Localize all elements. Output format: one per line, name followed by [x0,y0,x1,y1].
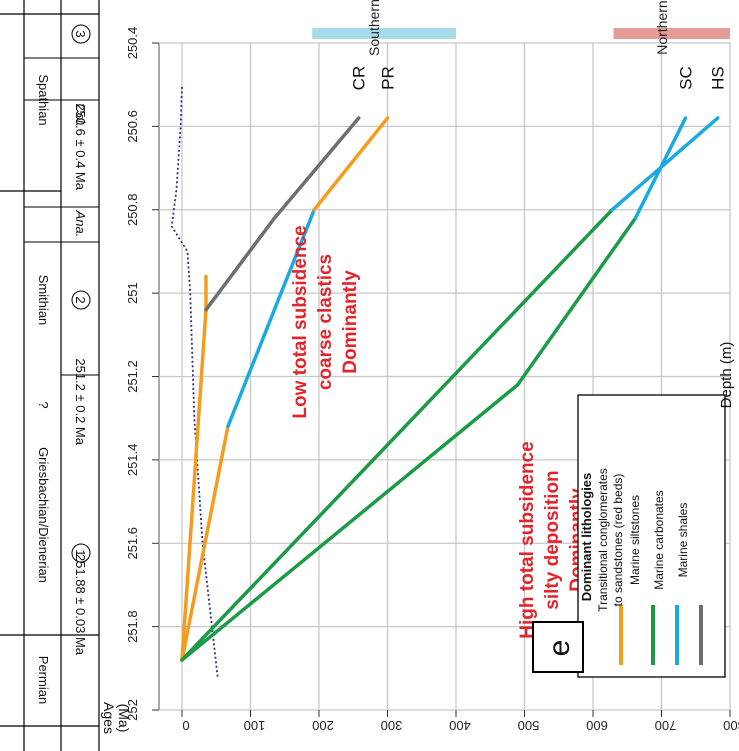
annotation-1-line-2: High total subsidence [517,441,538,638]
y-axis-label: Depth (m) [718,342,735,409]
series-hs-end-label: HS [709,66,728,90]
stage-spathian: Spathian [36,74,51,125]
series-cr-end-label: CR [350,66,369,91]
marker-2-label: 2 [73,296,88,303]
series-sc-segment-0 [180,383,520,662]
series-sc-end-label: SC [676,66,695,90]
basin-bar-1 [613,28,730,39]
legend-label-3: Marine shales [676,503,690,578]
y-tick-label-6: 600 [586,718,608,733]
series-sc-segment-1 [515,216,638,387]
stage-uncertain-mark: ? [36,401,51,408]
y-tick-label-4: 400 [449,718,471,733]
x-axis-label-line-2: (Ma) [116,704,132,733]
x-tick-label-5: 251 [125,282,140,304]
x-axis-label-line-1: Ages [101,702,117,734]
y-tick-label-5: 500 [518,718,540,733]
series-pr-segment-0 [180,424,230,662]
x-tick-label-1: 251.8 [125,610,140,643]
plot-area: 252 251.8 251.6 251.4 251.2 251 250.8 250.6 250.… [125,0,739,733]
dotted-reference-curve [170,84,219,677]
stage-smithian: Smithian [36,275,51,326]
panel-label: e [543,640,576,657]
x-tick-label-7: 250.6 [125,110,140,143]
y-tick-label-2: 200 [312,718,334,733]
y-tick-label-3: 300 [381,718,403,733]
stratigraphy-column: Permian Griesbachian/Dienerian ? Smithia… [0,0,100,751]
y-tick-label-7: 700 [655,718,677,733]
basin-bar-label-1: Northern SFB [654,0,670,55]
series-cr-segment-0 [180,308,208,662]
legend-label-2: Marine carbonates [652,490,666,589]
stage-griesbachian-dienerian: Griesbachian/Dienerian [36,447,51,583]
substage-columbites: Col. [73,103,88,126]
age-250-6: 250.6 ± 0.4 Ma [73,103,88,190]
x-tick-label-0: 252 [125,699,140,721]
substage-anasibirites: Ana. [73,210,88,238]
age-251-88: 251.88 ± 0.03 Ma [73,554,88,656]
x-tick-label-6: 250.8 [125,193,140,226]
panel-label-box [532,621,584,673]
y-tick-label-8: 800 [723,718,739,733]
basin-bar-label-0: Southern SFB [366,0,382,56]
age-251-2: 251.2 ± 0.2 Ma [73,358,88,445]
series-pr-segment-1 [226,208,316,429]
marker-3-circle [71,24,91,44]
marker-2-circle [71,290,91,310]
legend-title: Dominant lithologies [579,473,594,602]
legend-box [577,394,726,678]
series-cr-shale-segment-0 [204,216,277,312]
y-tick-label-1: 100 [244,718,266,733]
annotation-0-line-1: coarse clastics [315,254,336,390]
series-pr-end-label: PR [379,66,398,90]
marker-1-label: 1 [73,549,88,556]
stage-permian: Permian [36,656,51,704]
series-pr-segment-2 [312,116,390,212]
x-tick-label-2: 251.6 [125,527,140,560]
annotation-1-line-1: silty deposition [542,470,563,609]
series-cr-shale-segment-1 [272,116,361,220]
x-tick-label-4: 251.2 [125,360,140,393]
series-hs-segment-1 [610,116,720,212]
legend-label-0: Transitional conglomerates [596,468,610,612]
annotation-0-line-0: Dominantly [340,270,361,374]
y-tick-label-0: 0 [182,718,189,733]
annotation-0-line-2: Low total subsidence [290,225,311,418]
series-hs-segment-0 [180,208,614,662]
basin-bar-0 [312,28,456,39]
legend-label-0-b: to sandstones (red beds) [611,474,625,607]
marker-3-label: 3 [73,30,88,37]
x-tick-label-8: 250.4 [125,27,140,60]
x-tick-label-3: 251.4 [125,444,140,477]
legend-label-1: Marine siltstones [628,495,642,585]
marker-1-circle [71,543,91,563]
